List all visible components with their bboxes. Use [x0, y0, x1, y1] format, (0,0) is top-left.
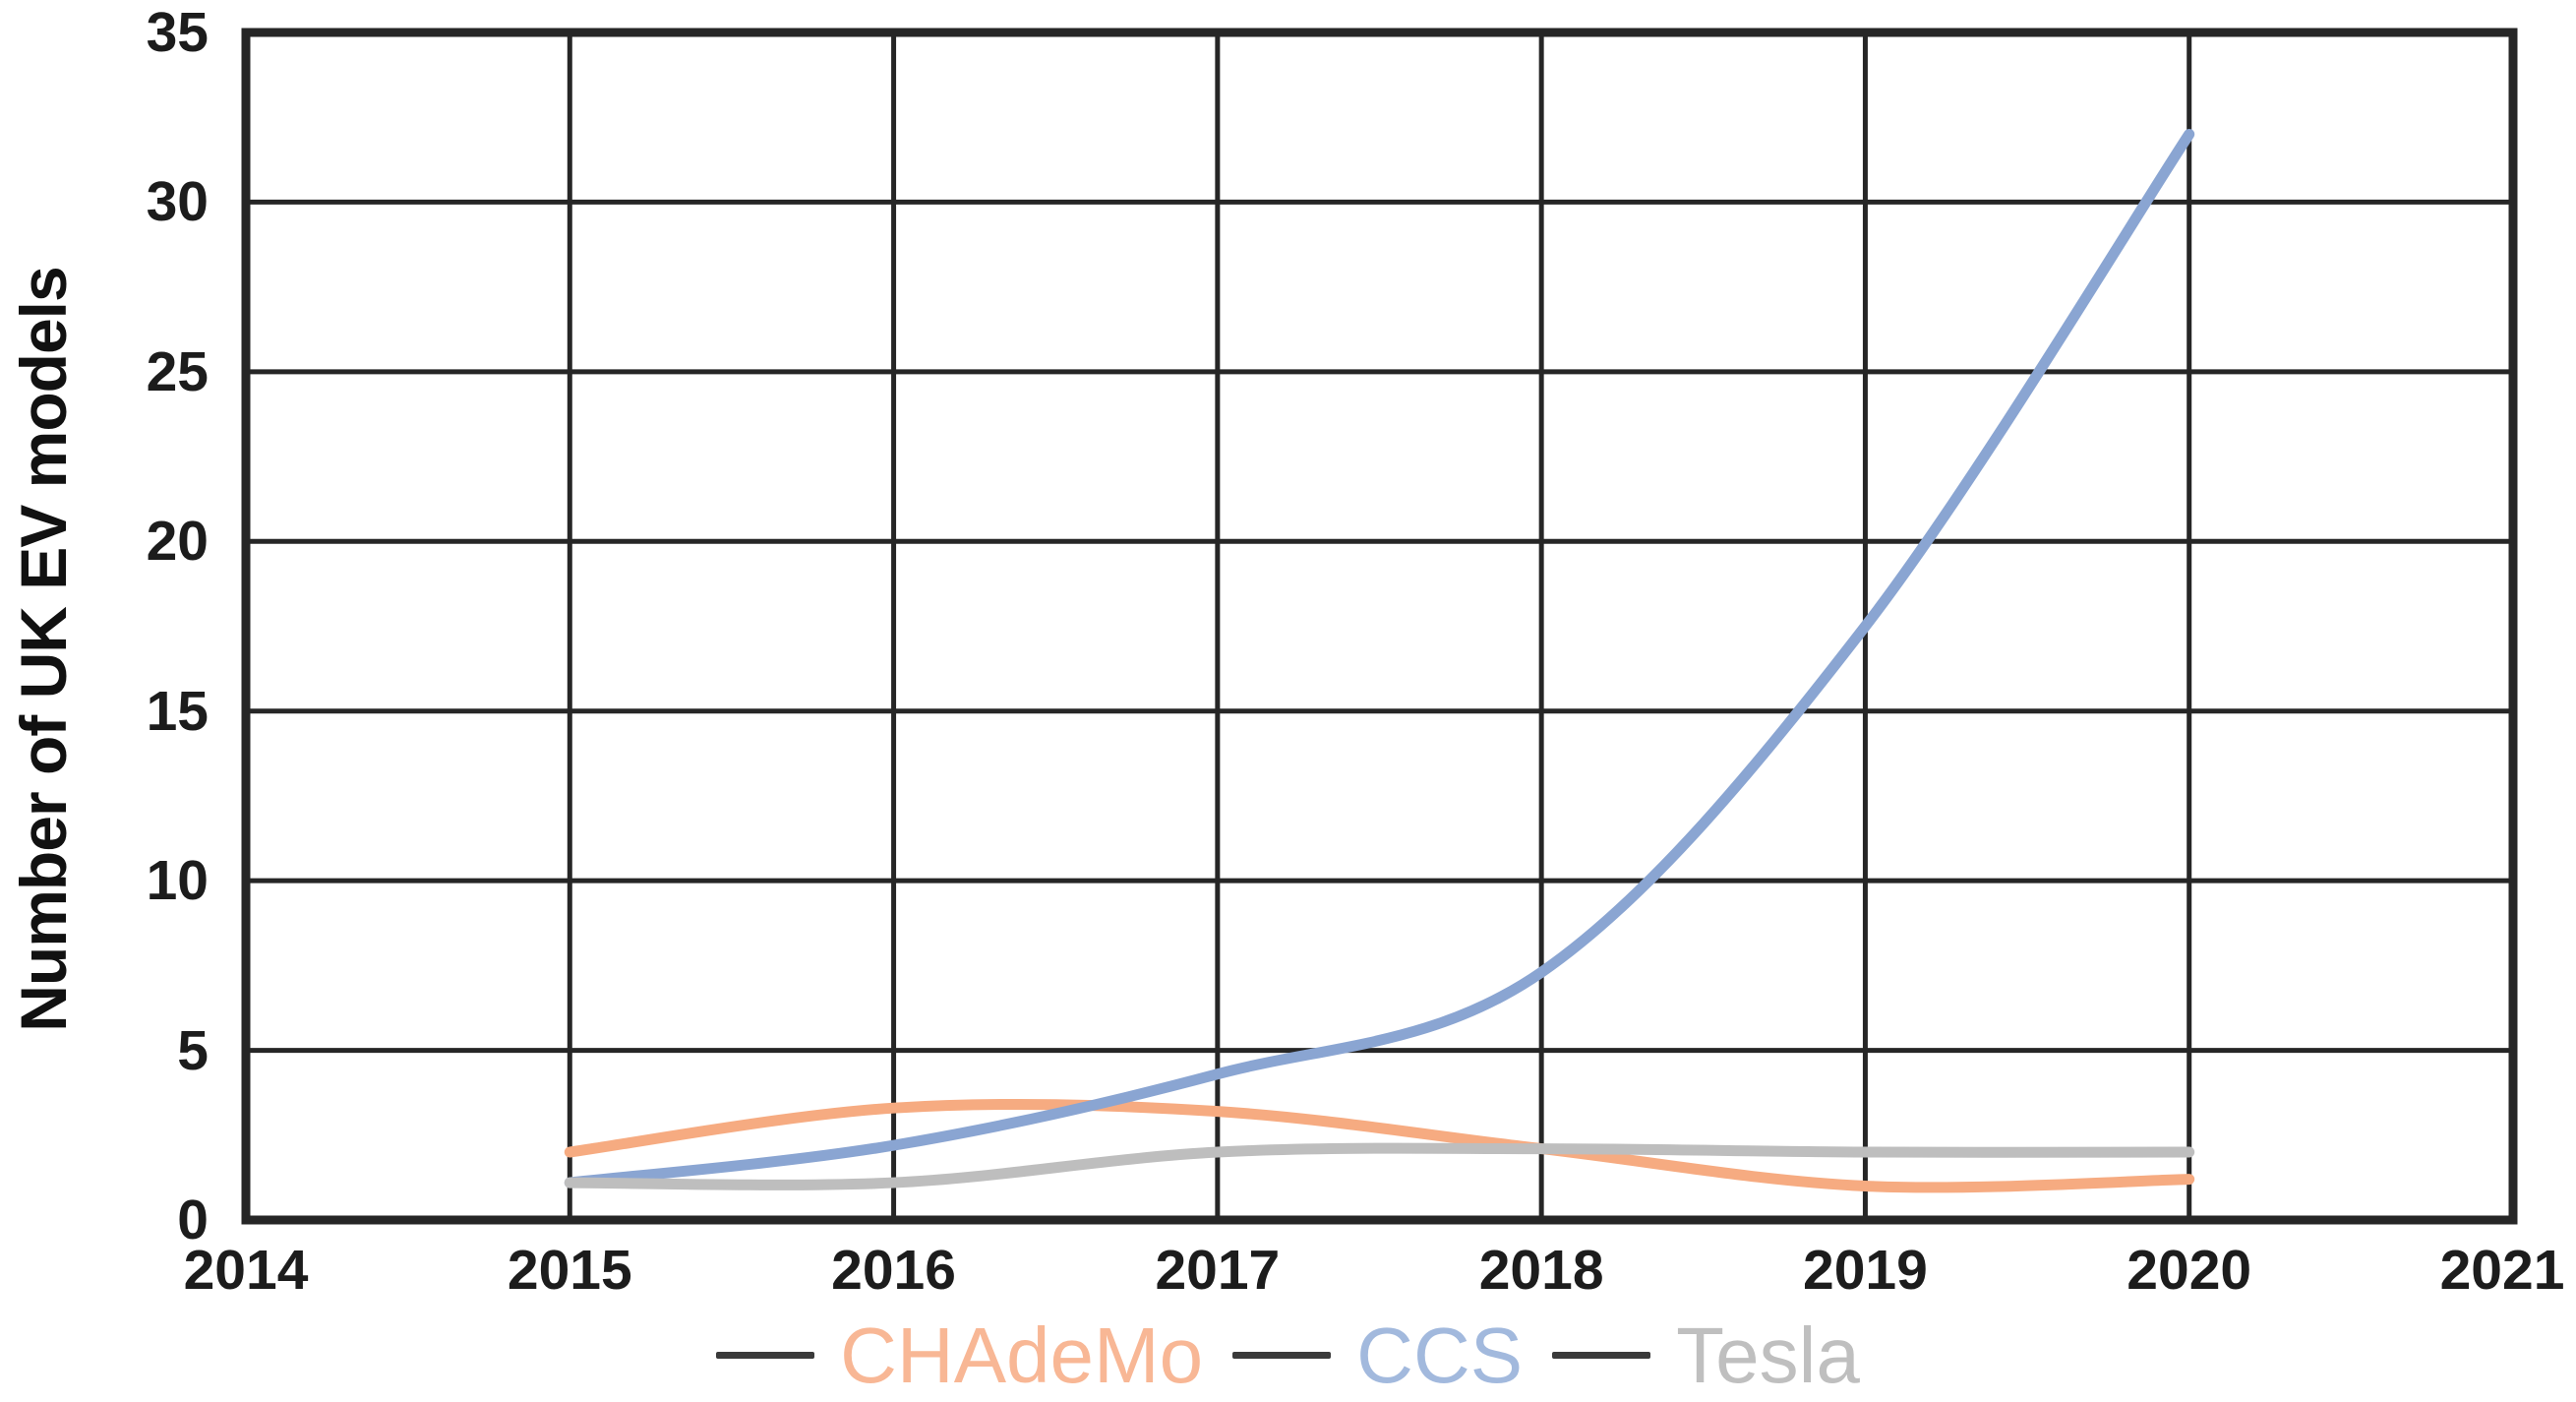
- y-tick-label: 20: [146, 510, 209, 574]
- legend-item-tesla: Tesla: [1552, 1311, 1860, 1401]
- y-tick-label: 30: [146, 170, 209, 234]
- x-tick-label: 2017: [1155, 1239, 1281, 1302]
- y-tick-label: 25: [146, 339, 209, 403]
- x-tick-label: 2019: [1803, 1239, 1928, 1302]
- series-line-ccs: [564, 128, 2195, 1189]
- legend-label: CCS: [1356, 1311, 1524, 1399]
- y-tick-label: 10: [146, 849, 209, 913]
- series-line-tesla: [564, 1142, 2195, 1190]
- x-tick-label: 2016: [831, 1239, 956, 1302]
- legend: CHAdeMo CCS Tesla: [0, 1309, 2576, 1402]
- legend-dash-icon: [1232, 1352, 1332, 1359]
- legend-label: Tesla: [1676, 1311, 1860, 1399]
- series-line-chademo: [564, 1098, 2195, 1193]
- legend-dash-icon: [1552, 1352, 1651, 1359]
- x-tick-label: 2021: [2439, 1239, 2565, 1302]
- y-tick-label: 15: [146, 679, 209, 743]
- y-tick-label: 35: [146, 1, 209, 64]
- plot-border: [241, 28, 2518, 1225]
- x-tick-label: 2014: [183, 1239, 309, 1302]
- x-tick-label: 2018: [1478, 1239, 1604, 1302]
- y-tick-label: 0: [177, 1189, 209, 1251]
- legend-label: CHAdeMo: [840, 1311, 1204, 1399]
- legend-item-chademo: CHAdeMo: [716, 1311, 1203, 1401]
- legend-dash-icon: [716, 1352, 815, 1359]
- legend-item-ccs: CCS: [1232, 1311, 1523, 1401]
- y-tick-label: 5: [177, 1018, 209, 1082]
- x-tick-label: 2015: [507, 1239, 632, 1302]
- x-tick-label: 2020: [2127, 1239, 2252, 1302]
